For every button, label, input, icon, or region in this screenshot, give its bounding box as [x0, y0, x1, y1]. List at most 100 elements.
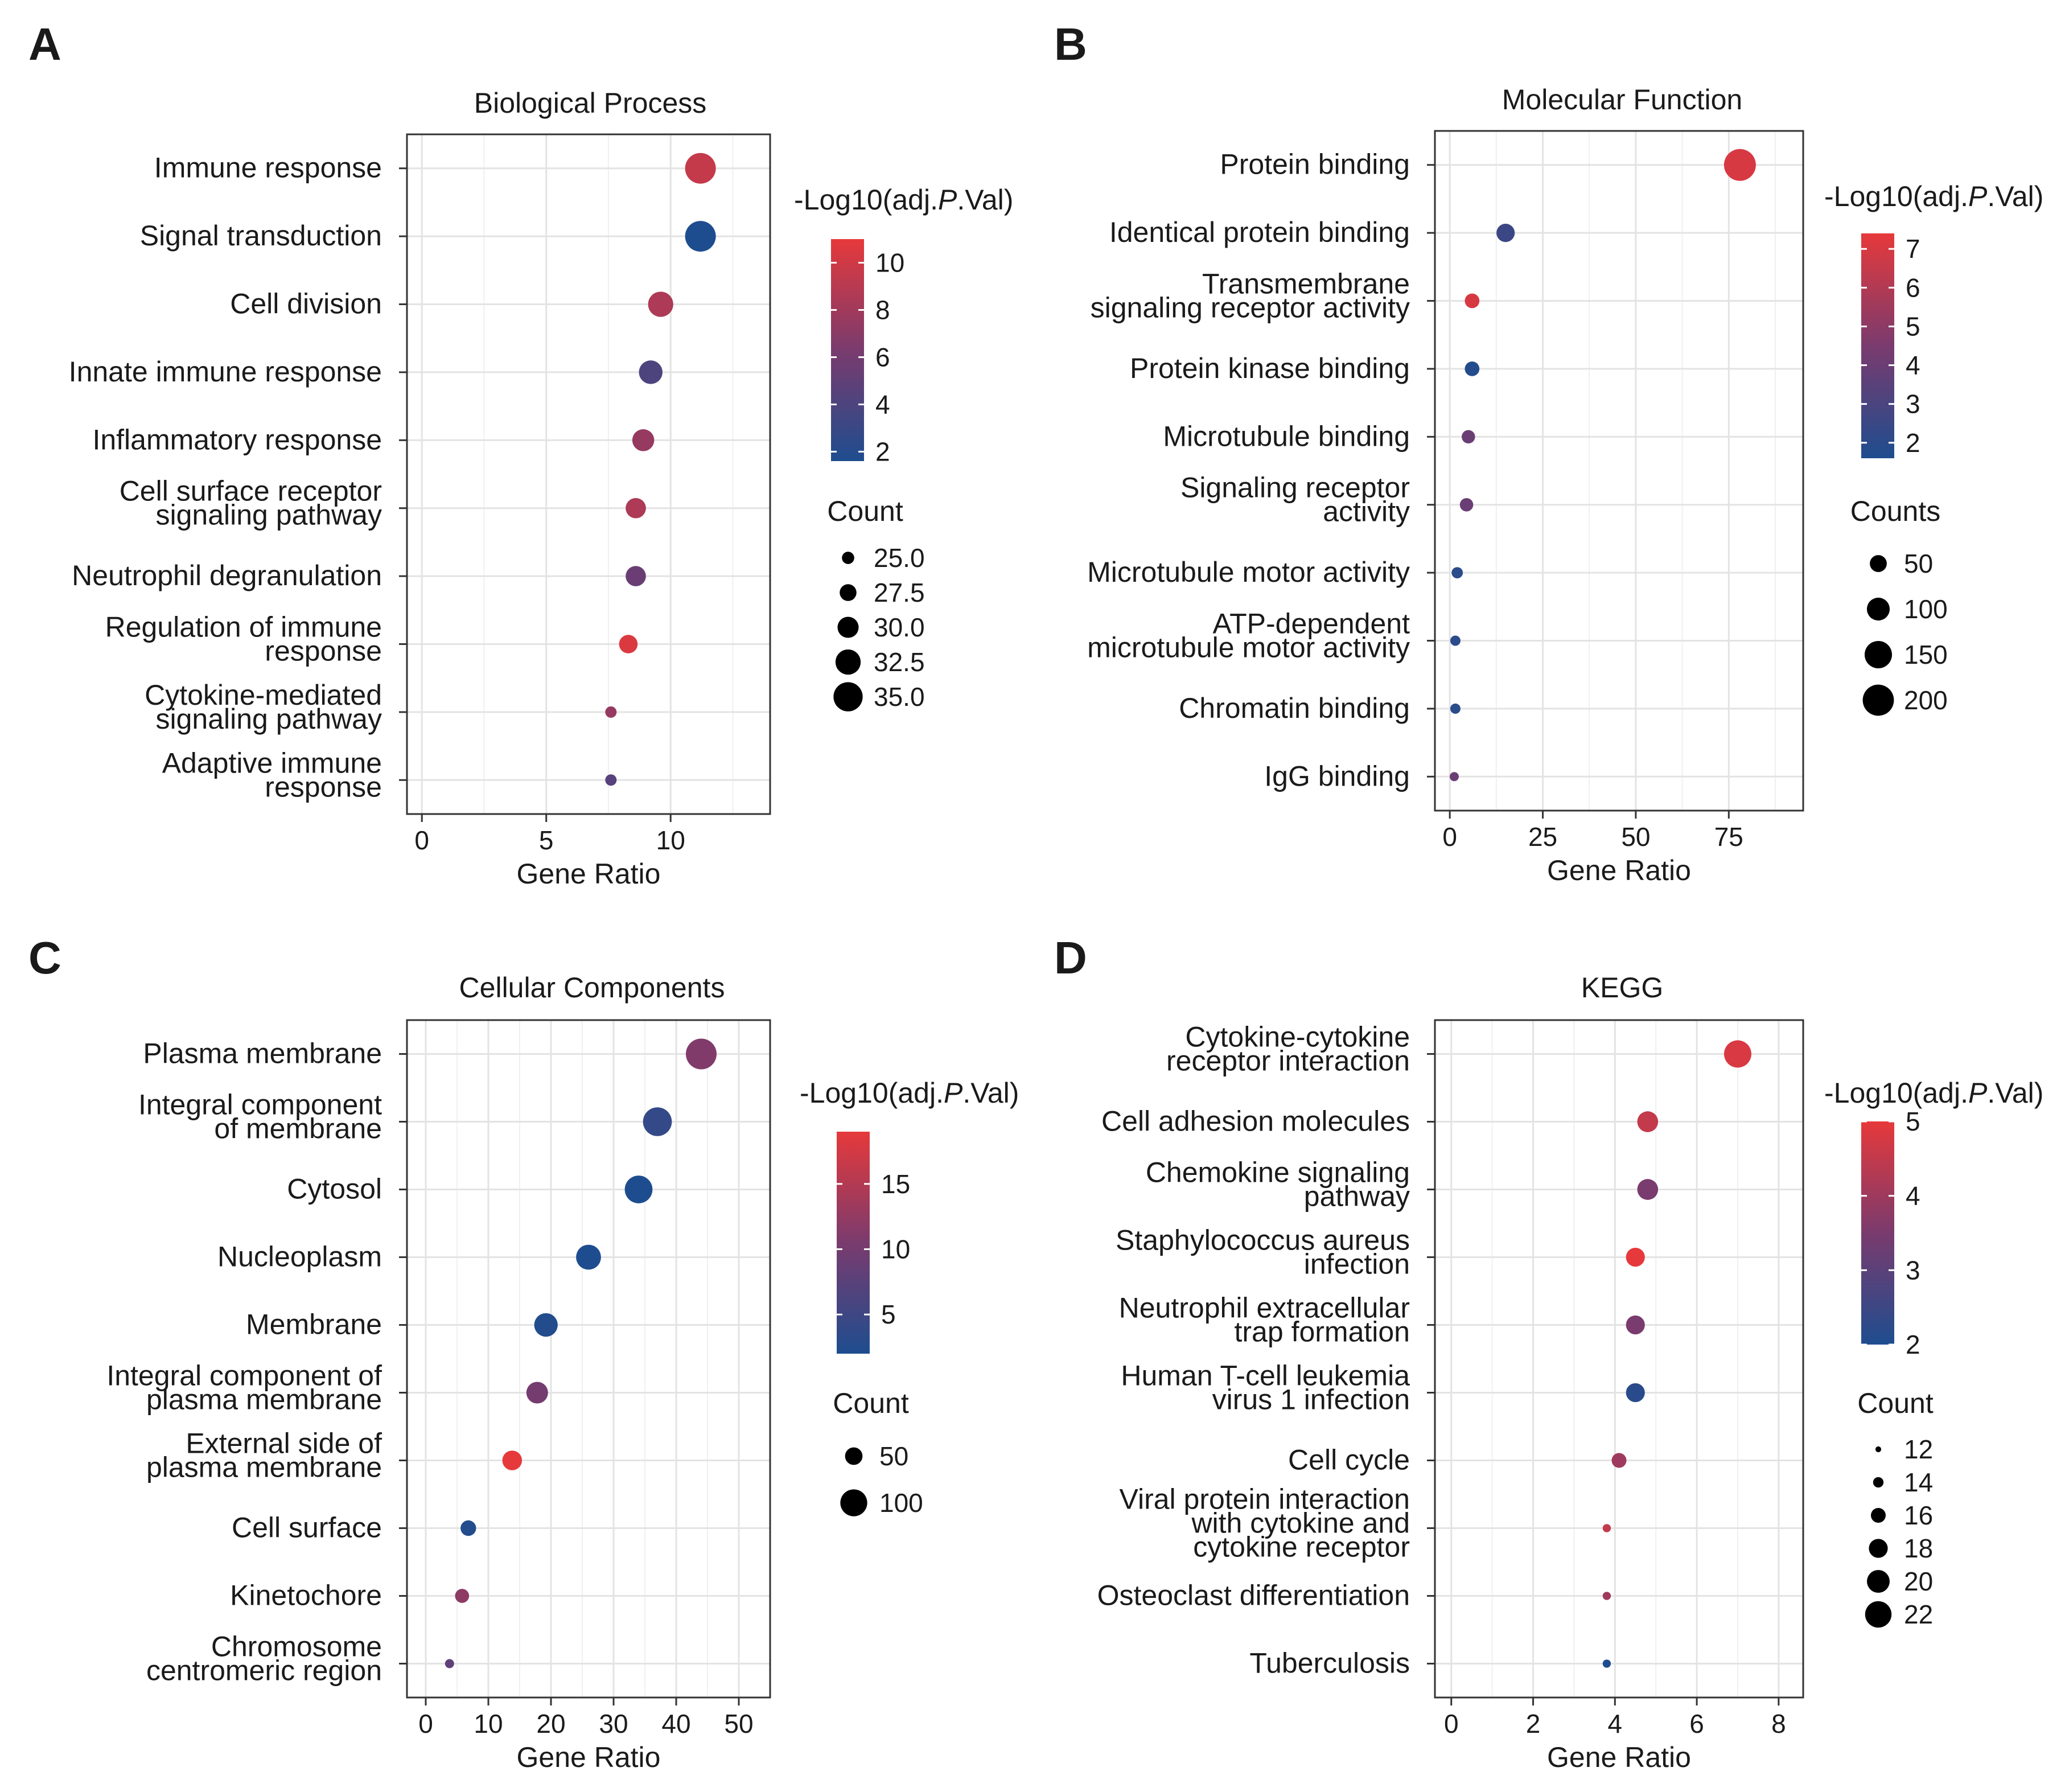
size-legend-dot	[845, 1447, 863, 1465]
size-legend-label: 20	[1904, 1567, 1933, 1596]
data-point	[460, 1520, 476, 1536]
color-bar-label: 2	[1906, 428, 1920, 458]
size-legend-dot	[837, 616, 859, 638]
color-bar-label: 4	[1906, 1181, 1920, 1211]
size-legend-dot	[1865, 1601, 1892, 1628]
data-point	[1602, 1524, 1611, 1532]
size-legend-label: 32.5	[874, 647, 925, 677]
x-axis-label: Gene Ratio	[517, 1741, 661, 1773]
x-tick-label: 10	[656, 825, 685, 855]
category-label: Protein binding	[1220, 149, 1410, 180]
category-label: Staphylococcus aureus	[1116, 1224, 1410, 1256]
size-legend-dot	[1870, 1507, 1886, 1523]
color-bar-label: 7	[1906, 234, 1920, 264]
category-label: Neutrophil extracellular	[1119, 1292, 1410, 1324]
legend-title-part: .Val)	[1987, 1077, 2043, 1109]
panel-b: B Molecular Function Protein binding Identi…	[1054, 19, 2043, 886]
data-point	[1451, 567, 1463, 579]
size-legend-label: 27.5	[874, 578, 925, 607]
size-legend-dot	[1869, 1539, 1888, 1558]
size-legend-label: 200	[1904, 685, 1948, 715]
size-legend-label: 50	[1904, 549, 1933, 578]
legend-title-part: -Log10(adj.	[1824, 1077, 1968, 1109]
color-bar	[837, 1132, 870, 1354]
data-point	[576, 1244, 601, 1270]
category-label: Chemokine signaling	[1146, 1157, 1410, 1189]
size-legend-label: 150	[1904, 640, 1948, 669]
data-point	[626, 498, 646, 519]
x-tick-label: 75	[1714, 822, 1743, 852]
data-point	[1723, 149, 1756, 181]
category-label: response	[265, 771, 382, 803]
size-legend-label: 18	[1904, 1534, 1933, 1563]
panel-letter: A	[28, 19, 61, 69]
panel-title: Biological Process	[474, 87, 707, 119]
size-legend-dot	[833, 682, 863, 712]
category-label: activity	[1323, 496, 1410, 528]
size-legend-dot	[842, 552, 854, 564]
color-legend-title: -Log10(adj.P.Val)	[1824, 1077, 2043, 1109]
plot-border	[406, 133, 771, 815]
size-legend-label: 100	[1904, 594, 1948, 624]
category-label: ATP-dependent	[1212, 608, 1410, 640]
legend-title-italic: P	[1968, 180, 1988, 212]
category-label: Cell surface receptor	[120, 475, 382, 507]
category-label: microtubule motor activity	[1087, 632, 1410, 664]
category-label: plasma membrane	[146, 1452, 382, 1483]
legend-title-part: .Val)	[957, 184, 1013, 216]
size-legend-dot	[1873, 1477, 1884, 1488]
x-tick-label: 4	[1608, 1709, 1623, 1738]
category-label: Cytokine-mediated	[145, 679, 382, 711]
data-point	[1626, 1315, 1645, 1335]
color-bar-label: 4	[875, 389, 890, 419]
color-bar-label: 2	[1906, 1330, 1920, 1359]
color-legend-title: -Log10(adj.P.Val)	[794, 184, 1013, 216]
category-label: Microtubule binding	[1163, 420, 1410, 452]
category-label: External side of	[186, 1428, 382, 1460]
category-label: plasma membrane	[146, 1384, 382, 1416]
category-label: Immune response	[154, 152, 382, 184]
category-label: Neutrophil degranulation	[72, 560, 382, 591]
color-bar-label: 10	[881, 1234, 910, 1264]
size-legend-label: 30.0	[874, 613, 925, 642]
panel-title: Cellular Components	[459, 972, 725, 1004]
data-point	[1611, 1453, 1627, 1468]
category-label: Tuberculosis	[1249, 1647, 1410, 1679]
color-bar-label: 6	[1906, 273, 1920, 302]
color-legend-title: -Log10(adj.P.Val)	[800, 1077, 1019, 1109]
data-point	[1626, 1383, 1645, 1403]
x-tick-label: 2	[1526, 1709, 1541, 1738]
category-label: receptor interaction	[1166, 1045, 1410, 1077]
legend-title-part: -Log10(adj.	[1824, 180, 1968, 212]
data-point	[1450, 635, 1461, 646]
size-legend-label: 22	[1904, 1600, 1933, 1629]
data-point	[502, 1450, 523, 1470]
x-tick-label: 0	[418, 1709, 433, 1738]
plot-border	[1434, 130, 1804, 812]
x-tick-label: 0	[1442, 822, 1457, 852]
x-axis-label: Gene Ratio	[517, 858, 661, 890]
size-legend-label: 14	[1904, 1468, 1933, 1497]
data-point	[619, 635, 638, 653]
x-tick-label: 30	[599, 1709, 628, 1738]
category-label: Kinetochore	[230, 1580, 382, 1612]
color-bar	[1861, 233, 1894, 458]
data-point	[1723, 1040, 1751, 1068]
x-tick-label: 20	[536, 1709, 565, 1738]
data-point	[445, 1659, 454, 1668]
color-bar	[831, 239, 864, 461]
category-label: Human T-cell leukemia	[1121, 1360, 1410, 1392]
data-point	[685, 221, 716, 252]
x-tick-label: 5	[539, 825, 554, 855]
legend-title-part: -Log10(adj.	[794, 184, 938, 216]
data-point	[1459, 498, 1474, 512]
data-point	[455, 1589, 470, 1603]
size-legend-title: Counts	[1850, 495, 1940, 527]
category-label: Protein kinase binding	[1130, 352, 1410, 384]
data-point	[1465, 361, 1480, 376]
category-label: signaling pathway	[156, 499, 382, 531]
size-legend-dot	[835, 649, 861, 675]
data-point	[1602, 1659, 1611, 1668]
category-label: Nucleoplasm	[217, 1241, 382, 1273]
data-point	[1602, 1592, 1611, 1600]
